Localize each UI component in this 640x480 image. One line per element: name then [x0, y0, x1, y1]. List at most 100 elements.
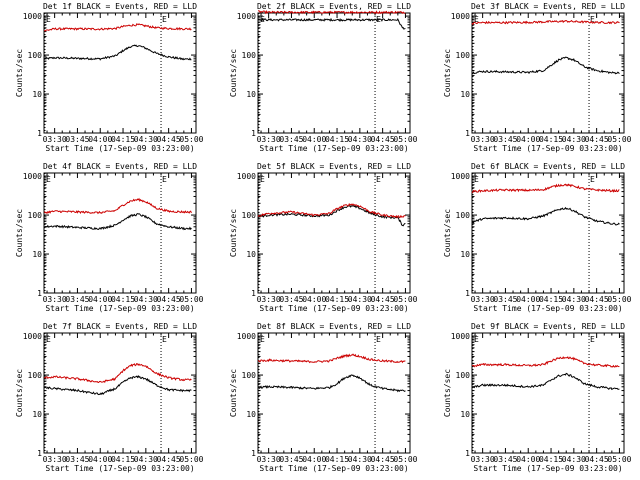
- x-tick-label: 04:00: [302, 295, 326, 304]
- x-tick-label: 05:00: [393, 295, 417, 304]
- y-tick-label: 10: [32, 250, 42, 259]
- event-marker-label: E: [376, 175, 381, 184]
- y-tick-label: 10: [460, 410, 470, 419]
- event-marker-label: E: [260, 175, 265, 184]
- plot-frame: [471, 172, 625, 294]
- plot-frame: [43, 172, 197, 294]
- y-tick-label: 100: [456, 211, 471, 220]
- event-marker-label: E: [162, 175, 167, 184]
- x-tick-label: 03:45: [65, 135, 89, 144]
- x-tick-label: 04:30: [134, 455, 158, 464]
- x-tick-label: 03:45: [279, 295, 303, 304]
- lld-series-line: [43, 197, 192, 215]
- event-marker-label: E: [474, 15, 479, 24]
- y-axis-label: Counts/sec: [443, 49, 452, 97]
- event-marker-label: E: [590, 175, 595, 184]
- y-tick-label: 1000: [23, 12, 42, 21]
- y-tick-label: 100: [28, 211, 43, 220]
- x-axis-label: Start Time (17-Sep-09 03:23:00): [473, 144, 622, 153]
- y-tick-label: 100: [28, 371, 43, 380]
- y-tick-label: 1000: [237, 172, 256, 181]
- x-tick-label: 03:45: [65, 295, 89, 304]
- x-axis-label: Start Time (17-Sep-09 03:23:00): [259, 304, 408, 313]
- x-tick-label: 05:00: [607, 135, 631, 144]
- y-tick-label: 10: [460, 90, 470, 99]
- event-marker-label: E: [474, 335, 479, 344]
- event-marker-label: E: [46, 335, 51, 344]
- x-tick-label: 04:15: [539, 455, 563, 464]
- y-tick-label: 1000: [451, 12, 470, 21]
- y-tick-label: 1: [465, 129, 470, 138]
- y-axis-label: Counts/sec: [15, 49, 24, 97]
- y-tick-label: 1: [37, 289, 42, 298]
- panel-title: Det 5f BLACK = Events, RED = LLD: [257, 162, 411, 171]
- lld-series-line: [257, 353, 406, 364]
- y-tick-label: 1000: [451, 172, 470, 181]
- x-tick-label: 03:45: [65, 455, 89, 464]
- events-series-line: [43, 374, 192, 396]
- panel-det-6: Det 6f BLACK = Events, RED = LLD 1 10 100 10…: [443, 162, 632, 313]
- y-axis-label: Counts/sec: [443, 209, 452, 257]
- x-tick-label: 03:30: [43, 295, 67, 304]
- x-tick-label: 04:45: [585, 455, 609, 464]
- y-tick-label: 1: [465, 449, 470, 458]
- x-axis-label: Start Time (17-Sep-09 03:23:00): [259, 144, 408, 153]
- plot-frame: [43, 12, 197, 134]
- x-tick-label: 03:30: [471, 135, 495, 144]
- x-tick-label: 05:00: [179, 135, 203, 144]
- y-tick-label: 1: [251, 129, 256, 138]
- panel-title: Det 2f BLACK = Events, RED = LLD: [257, 2, 411, 11]
- x-tick-label: 03:30: [43, 455, 67, 464]
- events-series-line: [471, 56, 620, 75]
- x-tick-label: 04:00: [516, 455, 540, 464]
- panel-title: Det 1f BLACK = Events, RED = LLD: [43, 2, 197, 11]
- x-tick-label: 04:30: [562, 135, 586, 144]
- x-tick-label: 04:15: [325, 455, 349, 464]
- panel-det-4: Det 4f BLACK = Events, RED = LLD 1 10 100 10…: [15, 162, 204, 313]
- y-axis-label: Counts/sec: [229, 369, 238, 417]
- x-tick-label: 04:45: [157, 455, 181, 464]
- lld-series-line: [43, 23, 192, 32]
- x-tick-label: 03:45: [493, 455, 517, 464]
- x-tick-label: 04:15: [111, 295, 135, 304]
- panel-title: Det 4f BLACK = Events, RED = LLD: [43, 162, 197, 171]
- lld-series-line: [43, 362, 192, 384]
- lld-series-line: [471, 356, 620, 368]
- y-tick-label: 1: [37, 129, 42, 138]
- x-tick-label: 03:45: [279, 135, 303, 144]
- y-axis-label: Counts/sec: [229, 49, 238, 97]
- x-tick-label: 04:45: [371, 135, 395, 144]
- x-tick-label: 04:00: [302, 135, 326, 144]
- lld-series-line: [471, 19, 620, 26]
- y-tick-label: 100: [456, 51, 471, 60]
- event-marker-label: E: [162, 335, 167, 344]
- x-tick-label: 04:30: [348, 295, 372, 304]
- x-tick-label: 04:30: [348, 455, 372, 464]
- x-tick-label: 03:30: [471, 455, 495, 464]
- panel-det-9: Det 9f BLACK = Events, RED = LLD 1 10 100 10…: [443, 322, 632, 473]
- x-tick-label: 05:00: [607, 455, 631, 464]
- event-marker-label: E: [474, 175, 479, 184]
- y-axis-label: Counts/sec: [15, 369, 24, 417]
- events-series-line: [257, 17, 406, 30]
- panel-det-8: Det 8f BLACK = Events, RED = LLD 1 10 100 10…: [229, 322, 418, 473]
- x-tick-label: 04:30: [562, 455, 586, 464]
- x-axis-label: Start Time (17-Sep-09 03:23:00): [473, 304, 622, 313]
- x-tick-label: 04:00: [302, 455, 326, 464]
- events-series-line: [43, 212, 192, 231]
- x-axis-label: Start Time (17-Sep-09 03:23:00): [259, 464, 408, 473]
- y-tick-label: 1000: [237, 12, 256, 21]
- panel-title: Det 3f BLACK = Events, RED = LLD: [471, 2, 625, 11]
- y-axis-label: Counts/sec: [443, 369, 452, 417]
- x-tick-label: 03:45: [493, 135, 517, 144]
- plot-frame: [471, 332, 625, 454]
- plot-frame: [257, 332, 411, 454]
- x-tick-label: 05:00: [393, 135, 417, 144]
- event-marker-label: E: [376, 335, 381, 344]
- panel-det-1: Det 1f BLACK = Events, RED = LLD 1 10 100 10…: [15, 2, 204, 153]
- event-marker-label: E: [46, 15, 51, 24]
- panel-det-2: Det 2f BLACK = Events, RED = LLD 1 10 100 10…: [229, 2, 418, 153]
- y-tick-label: 1: [37, 449, 42, 458]
- x-tick-label: 04:30: [134, 295, 158, 304]
- x-tick-label: 04:15: [111, 135, 135, 144]
